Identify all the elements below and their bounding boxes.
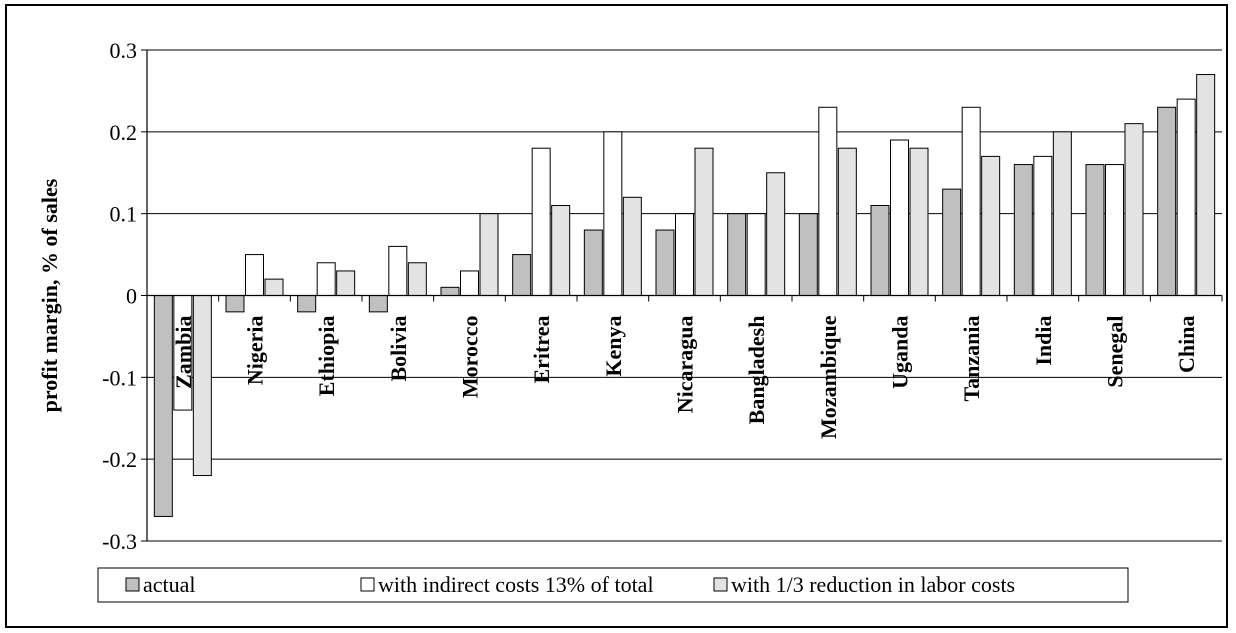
- bar-uganda-2: [890, 139, 909, 296]
- category-label-eritrea: Eritrea: [529, 316, 554, 384]
- category-label-china: China: [1174, 316, 1199, 373]
- legend-swatch-2: [360, 577, 375, 592]
- bar-china-1: [1157, 106, 1177, 296]
- category-label-mozambique: Mozambique: [816, 315, 841, 439]
- category-label-bangladesh: Bangladesh: [744, 316, 769, 425]
- y-tick-label: -0.3: [102, 529, 137, 554]
- y-tick-label: 0.2: [110, 120, 138, 145]
- category-label-ethiopia: Ethiopia: [314, 316, 339, 397]
- bar-kenya-3: [622, 196, 642, 296]
- chart-frame: [5, 4, 1228, 628]
- y-tick-label: -0.2: [102, 447, 137, 472]
- category-label-zambia: Zambia: [171, 316, 196, 389]
- bar-senegal-3: [1124, 123, 1144, 297]
- bar-uganda-3: [909, 147, 929, 296]
- bar-nicaragua-3: [694, 147, 714, 296]
- bar-nigeria-2: [245, 254, 264, 296]
- bar-eritrea-2: [531, 147, 551, 296]
- bar-tanzania-3: [981, 155, 1001, 296]
- category-label-tanzania: Tanzania: [959, 316, 984, 402]
- y-axis-label: profit margin, % of sales: [37, 178, 62, 412]
- legend-swatch-3: [713, 577, 728, 592]
- bar-bolivia-3: [407, 262, 427, 296]
- category-labels: Zambia Nigeria Ethiopia Bolivia Morocco Eritr…: [171, 315, 1199, 439]
- bar-india-1: [1013, 164, 1033, 296]
- bar-morocco-1: [440, 286, 460, 297]
- bar-morocco-2: [460, 270, 479, 297]
- y-tick-labels: 0.3 0.2 0.1 0 -0.1 -0.2 -0.3: [102, 38, 137, 554]
- category-label-india: India: [1031, 316, 1056, 366]
- category-label-nicaragua: Nicaragua: [673, 316, 698, 414]
- category-label-nigeria: Nigeria: [243, 316, 268, 386]
- y-tick-label: 0: [126, 284, 137, 309]
- bar-kenya-2: [603, 131, 623, 296]
- bar-eritrea-3: [551, 204, 571, 297]
- bar-mozambique-2: [818, 106, 838, 296]
- bar-ethiopia-3: [336, 270, 356, 297]
- legend-label-3: with 1/3 reduction in labor costs: [731, 572, 1015, 597]
- category-label-morocco: Morocco: [458, 316, 483, 399]
- legend-swatch-1: [125, 577, 140, 592]
- legend: actual with indirect costs 13% of total wi…: [97, 567, 1129, 603]
- bar-tanzania-1: [942, 188, 962, 296]
- bar-eritrea-1: [512, 254, 532, 296]
- bar-china-3: [1196, 74, 1216, 296]
- category-label-bolivia: Bolivia: [386, 316, 411, 382]
- bar-mozambique-1: [798, 213, 818, 297]
- y-tick-label: 0.1: [110, 202, 138, 227]
- bar-india-3: [1052, 131, 1072, 296]
- bar-bangladesh-3: [766, 172, 786, 296]
- axes: [141, 49, 1223, 542]
- bar-tanzania-2: [961, 106, 981, 296]
- bar-kenya-1: [583, 229, 603, 297]
- category-label-senegal: Senegal: [1103, 316, 1128, 388]
- legend-label-1: actual: [143, 572, 196, 597]
- bar-nigeria-1: [225, 295, 245, 313]
- bar-bolivia-2: [388, 245, 408, 296]
- bar-bolivia-1: [368, 295, 388, 313]
- bar-bangladesh-2: [746, 213, 766, 297]
- bar-india-2: [1033, 155, 1053, 296]
- legend-box: [97, 567, 1129, 603]
- bar-nigeria-3: [264, 278, 284, 296]
- y-tick-label: -0.1: [102, 365, 137, 390]
- bar-nicaragua-2: [675, 213, 694, 297]
- legend-label-2: with indirect costs 13% of total: [378, 572, 654, 597]
- bar-nicaragua-1: [655, 229, 675, 297]
- bar-ethiopia-1: [297, 295, 317, 313]
- bar-bangladesh-1: [727, 213, 747, 297]
- bar-senegal-2: [1105, 164, 1124, 296]
- bar-ethiopia-2: [316, 262, 336, 296]
- bar-uganda-1: [870, 204, 890, 297]
- category-label-uganda: Uganda: [888, 316, 913, 389]
- bar-zambia-1: [153, 295, 173, 517]
- bar-zambia-3: [192, 295, 212, 477]
- y-tick-label: 0.3: [110, 38, 138, 63]
- bar-mozambique-3: [837, 147, 857, 296]
- bar-morocco-3: [479, 213, 499, 297]
- bar-china-2: [1176, 98, 1196, 296]
- category-label-kenya: Kenya: [601, 316, 626, 377]
- bar-senegal-1: [1085, 164, 1105, 296]
